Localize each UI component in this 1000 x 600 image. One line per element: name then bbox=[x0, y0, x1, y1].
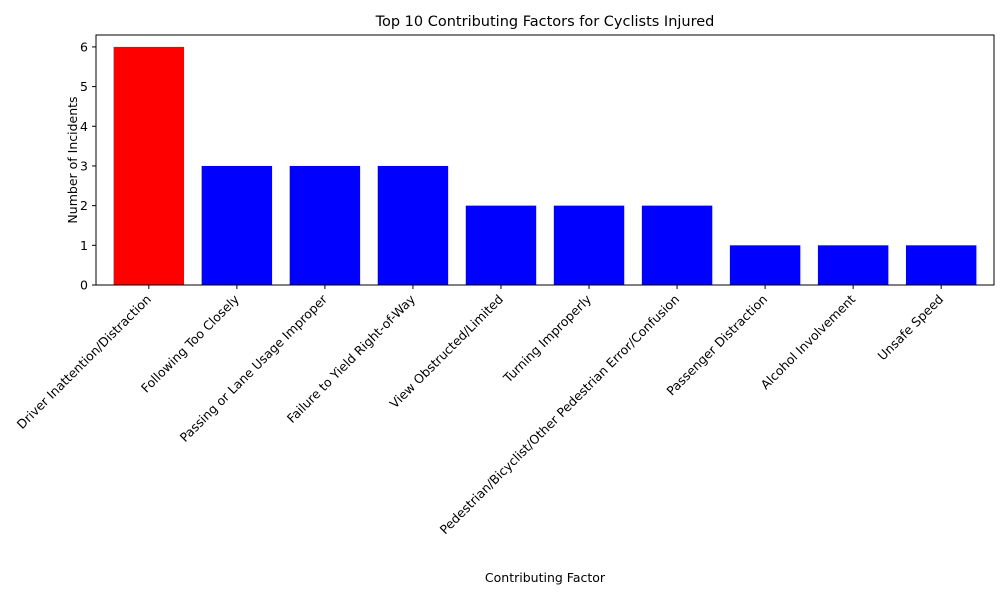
x-axis-label: Contributing Factor bbox=[485, 570, 606, 585]
bar-3 bbox=[289, 165, 361, 285]
bar-10 bbox=[905, 245, 977, 285]
bar-6 bbox=[553, 205, 625, 285]
x-tick-label: Following Too Closely bbox=[138, 291, 243, 396]
x-tick-label: Turning Improperly bbox=[500, 291, 595, 386]
x-tick-label: Alcohol Involvement bbox=[758, 291, 859, 392]
y-tick-label: 4 bbox=[80, 119, 88, 134]
x-tick-label: Passing or Lane Usage Improper bbox=[177, 291, 331, 445]
y-tick-label: 5 bbox=[80, 79, 88, 94]
bar-1 bbox=[113, 46, 185, 286]
y-tick-label: 1 bbox=[80, 238, 88, 253]
chart-title: Top 10 Contributing Factors for Cyclists… bbox=[375, 14, 715, 30]
axes-frame bbox=[95, 34, 995, 286]
bar-8 bbox=[729, 245, 801, 285]
bar-7 bbox=[641, 205, 713, 285]
y-tick-label: 2 bbox=[80, 198, 88, 213]
bar-5 bbox=[465, 205, 537, 285]
bar-9 bbox=[817, 245, 889, 285]
x-tick-label: Unsafe Speed bbox=[875, 292, 947, 364]
y-tick-label: 3 bbox=[80, 158, 88, 173]
y-tick-label: 0 bbox=[80, 278, 88, 293]
x-tick-label: Passenger Distraction bbox=[663, 292, 770, 399]
plot-area: 0 1 2 3 4 5 6 Driver Inattention/DistractionFol… bbox=[14, 34, 995, 537]
y-axis-label: Number of Incidents bbox=[65, 96, 80, 223]
y-tick-label: 6 bbox=[80, 39, 88, 54]
bar-4 bbox=[377, 165, 449, 285]
x-tick-label: Driver Inattention/Distraction bbox=[14, 292, 154, 432]
bar-2 bbox=[201, 165, 273, 285]
